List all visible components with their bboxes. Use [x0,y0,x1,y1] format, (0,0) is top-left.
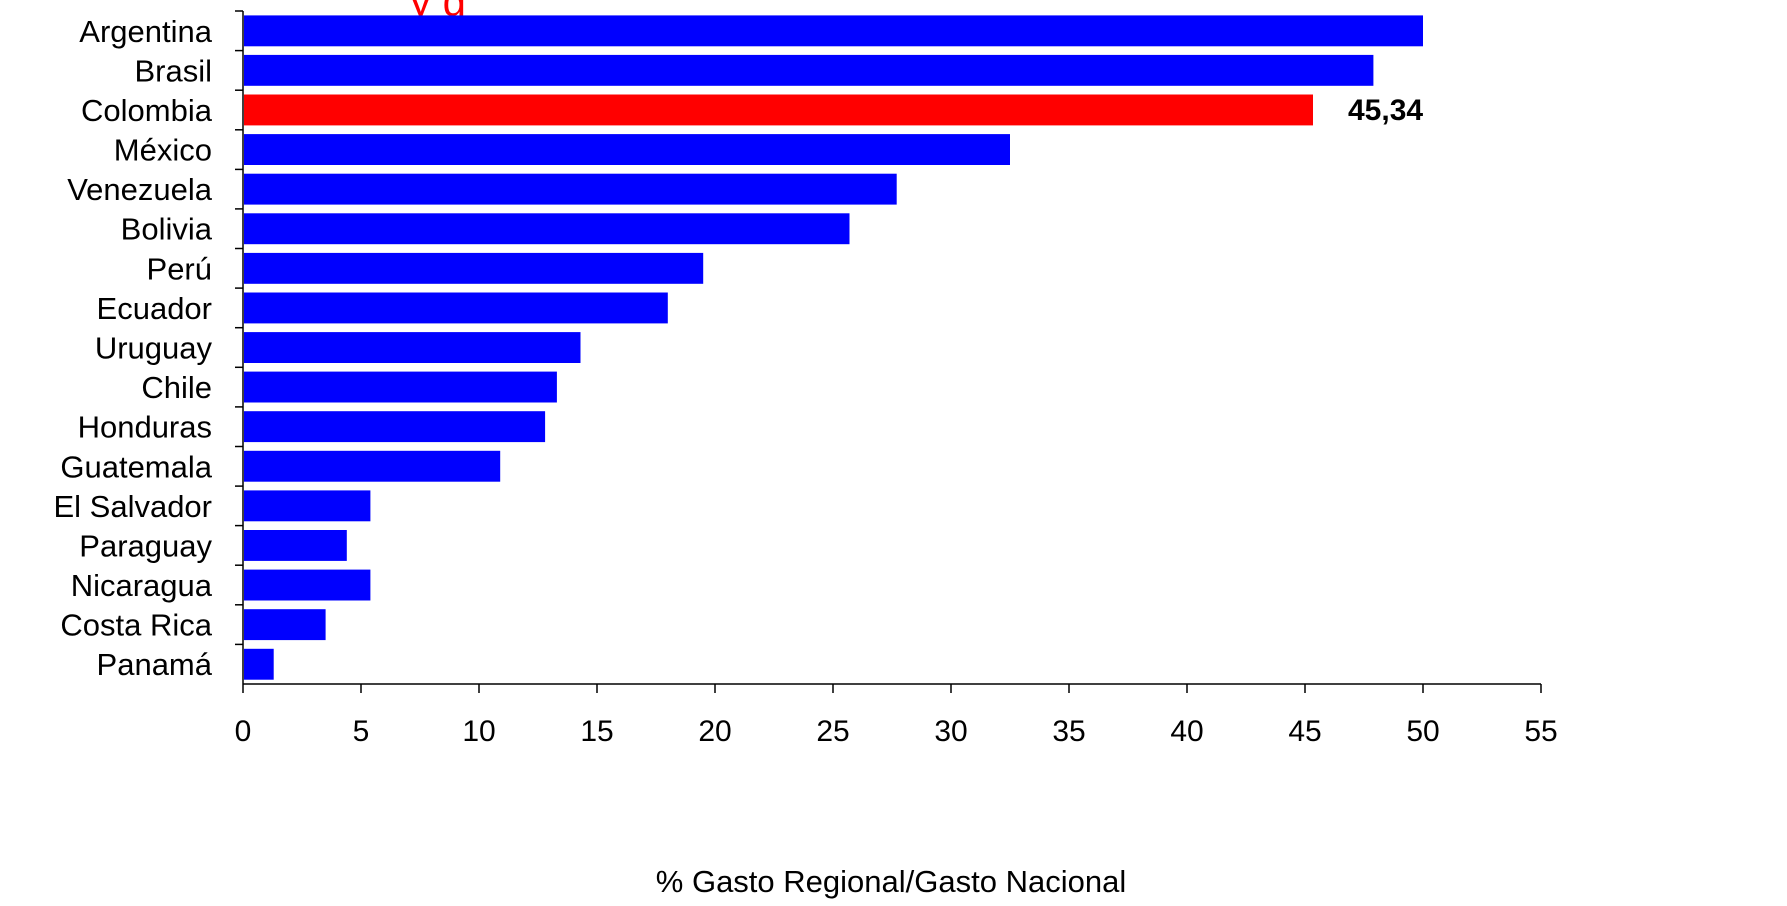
category-label: Costa Rica [60,608,212,643]
category-label: Argentina [79,14,212,49]
category-label: Perú [147,251,212,286]
category-label: México [114,133,212,168]
bars-group [244,15,1423,680]
bar-perú [244,252,704,284]
category-label: Ecuador [97,291,212,326]
bar-paraguay [244,530,347,561]
x-axis-title: % Gasto Regional/Gasto Nacional [656,864,1126,899]
category-label: Colombia [81,93,213,128]
x-tick-labels: 0 5 10 15 20 25 30 35 40 45 50 55 [235,715,1558,748]
category-label: Panamá [97,647,213,682]
bar-méxico [244,134,1010,165]
data-labels: 45,34 [1348,94,1423,127]
category-labels: Argentina Brasil Colombia México Venezuela Bo… [53,14,212,682]
category-label: Chile [141,370,212,405]
bar-nicaragua [244,569,371,601]
bar-brasil [244,54,1374,86]
category-label: Paraguay [79,528,212,563]
bar-panamá [244,648,274,680]
bar-el-salvador [244,490,371,522]
bar-bolivia [244,213,850,245]
category-label: Brasil [134,53,212,88]
category-label: Bolivia [121,212,213,247]
axes [235,10,1542,693]
bar-costa-rica [244,609,326,641]
x-tick-label: 40 [1170,715,1203,748]
x-tick-label: 20 [698,715,731,748]
x-tick-label: 30 [934,715,967,748]
x-tick-label: 55 [1524,715,1557,748]
x-tick-label: 0 [235,715,252,748]
x-tick-label: 25 [816,715,849,748]
category-label: Honduras [78,410,212,445]
bar-colombia [244,94,1313,126]
x-tick-label: 5 [353,715,370,748]
bar-guatemala [244,450,501,482]
category-label: Uruguay [95,331,213,366]
category-label: Venezuela [67,172,213,207]
bar-ecuador [244,292,668,324]
x-tick-label: 15 [580,715,613,748]
x-tick-label: 10 [462,715,495,748]
bar-chile [244,371,557,403]
data-label-colombia: 45,34 [1348,94,1423,127]
bar-venezuela [244,173,897,205]
bar-argentina [244,15,1423,47]
category-label: Guatemala [60,449,212,484]
x-tick-label: 35 [1052,715,1085,748]
bar-honduras [244,411,546,443]
category-label: El Salvador [53,489,212,524]
x-tick-label: 50 [1406,715,1439,748]
bar-uruguay [244,332,581,363]
x-tick-label: 45 [1288,715,1321,748]
category-label: Nicaragua [71,568,213,603]
